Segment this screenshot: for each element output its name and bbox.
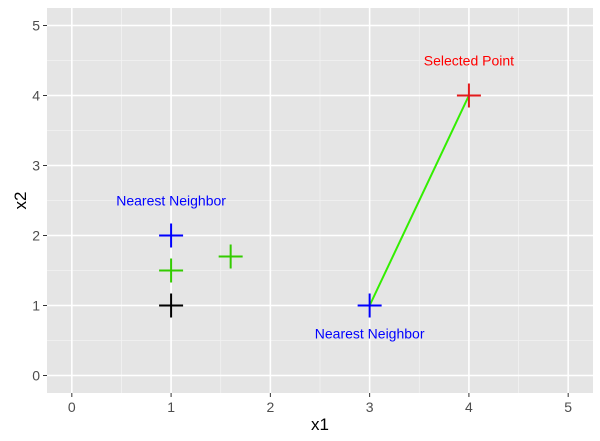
grid-minor xyxy=(47,8,593,393)
data-point xyxy=(159,293,184,318)
connecting-segment xyxy=(368,95,470,306)
x-tick-label: 1 xyxy=(167,399,175,415)
y-tick-label: 3 xyxy=(32,158,40,174)
y-tick-label: 1 xyxy=(32,298,40,314)
data-point xyxy=(357,293,382,318)
y-axis-ticks: 0 1 2 3 4 5 xyxy=(32,18,47,384)
y-tick-label: 0 xyxy=(32,368,40,384)
segments xyxy=(368,95,470,306)
y-tick-label: 5 xyxy=(32,18,40,34)
x-tick-label: 3 xyxy=(366,399,374,415)
x-axis-ticks: 0 1 2 3 4 5 xyxy=(68,393,572,415)
grid-major xyxy=(47,8,593,393)
data-point xyxy=(159,258,184,283)
y-tick-label: 4 xyxy=(32,88,40,104)
x-tick-label: 2 xyxy=(266,399,274,415)
y-axis-title: x2 xyxy=(11,192,30,210)
data-point xyxy=(218,244,243,269)
x-tick-label: 0 xyxy=(68,399,76,415)
annotations: Selected Point Nearest Neighbor Nearest Ne… xyxy=(116,53,514,342)
x-axis-title: x1 xyxy=(311,415,329,434)
points xyxy=(159,83,481,318)
annotation-label: Selected Point xyxy=(424,53,514,69)
y-tick-label: 2 xyxy=(32,228,40,244)
x-tick-label: 4 xyxy=(465,399,473,415)
annotation-label: Nearest Neighbor xyxy=(116,193,226,209)
data-point xyxy=(456,83,481,108)
annotation-label: Nearest Neighbor xyxy=(315,326,425,342)
data-point xyxy=(159,223,184,248)
x-tick-label: 5 xyxy=(564,399,572,415)
